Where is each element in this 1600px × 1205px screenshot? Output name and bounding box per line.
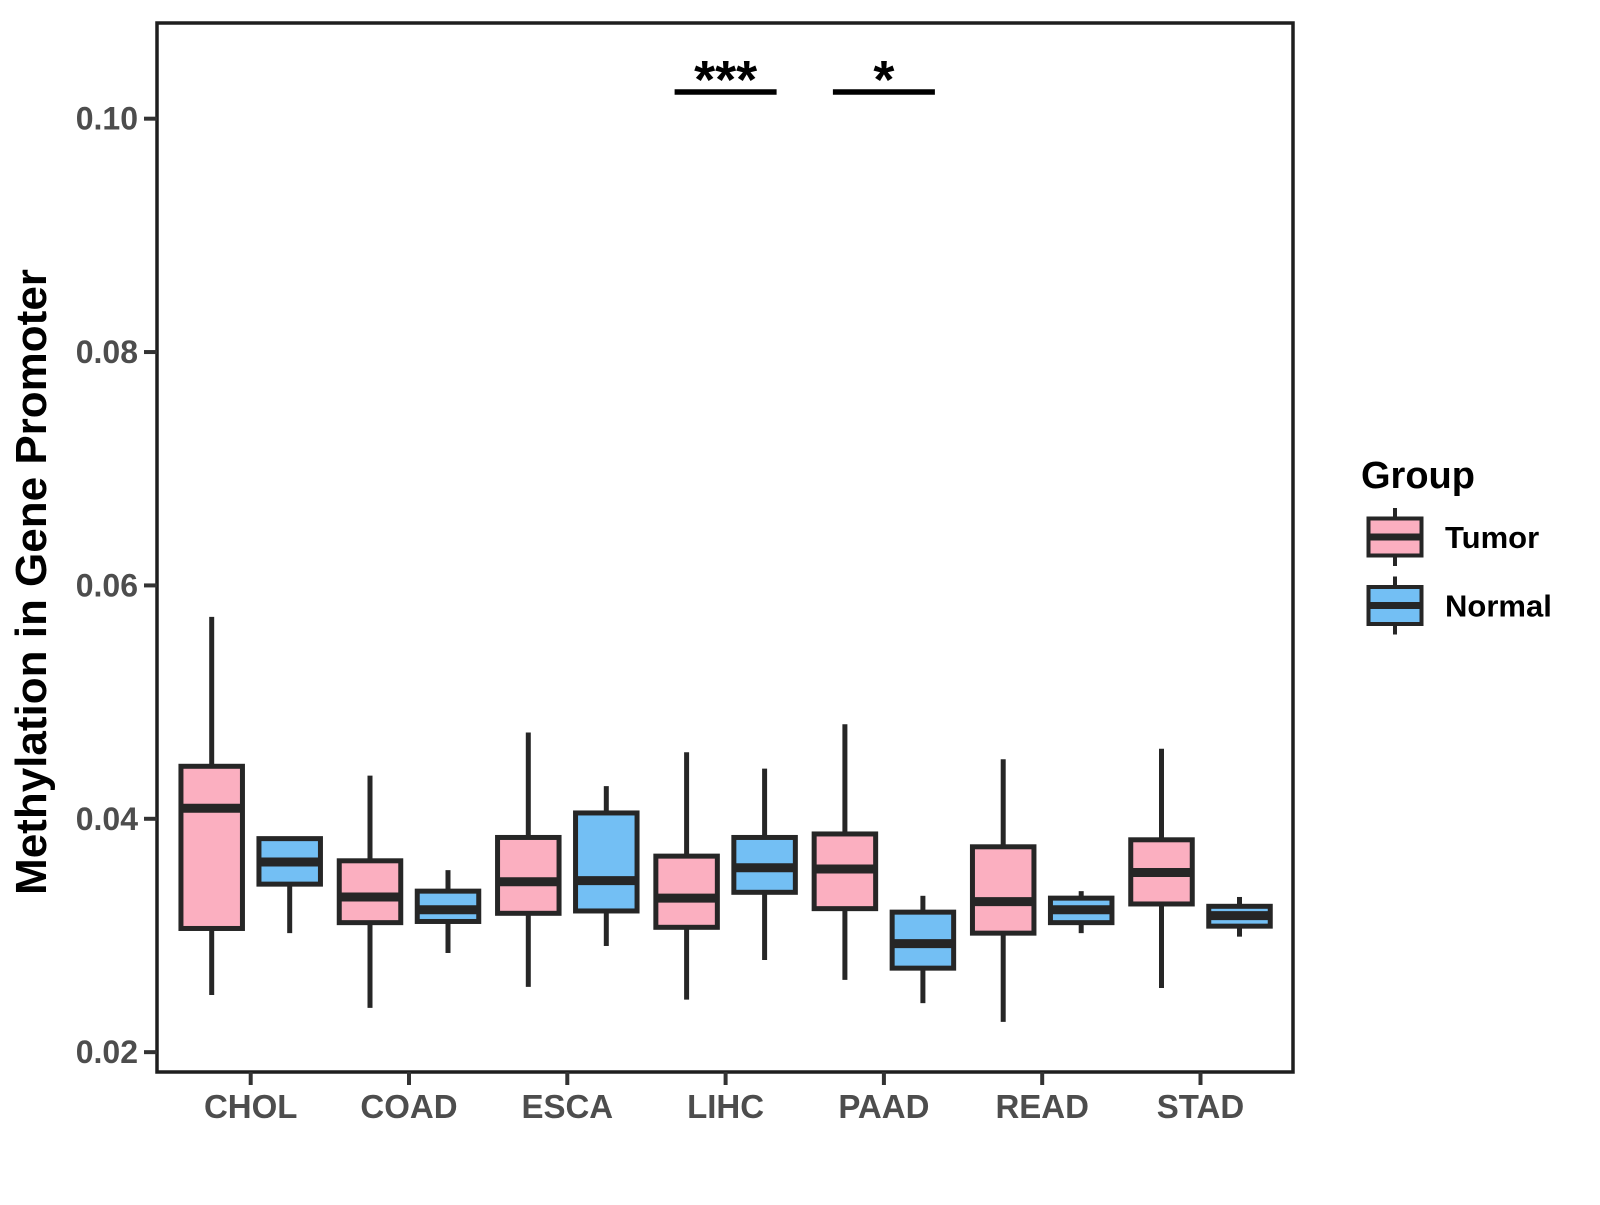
significance-stars-lihc: *** xyxy=(694,50,757,110)
y-tick-label: 0.06 xyxy=(76,567,138,603)
iqr-box xyxy=(336,858,404,926)
x-tick-label-paad: PAAD xyxy=(838,1088,929,1125)
box-chol-tumor xyxy=(178,616,245,995)
y-tick-label: 0.08 xyxy=(76,334,138,370)
x-tick-label-lihc: LIHC xyxy=(687,1088,764,1125)
box-chol-normal xyxy=(256,836,323,934)
legend-label-tumor: Tumor xyxy=(1445,520,1539,555)
y-tick-label: 0.10 xyxy=(76,101,138,137)
iqr-box xyxy=(495,834,562,916)
iqr-box xyxy=(969,844,1037,936)
legend-title: Group xyxy=(1361,455,1475,497)
significance-layer: *** * xyxy=(674,50,935,110)
significance-stars-paad: * xyxy=(873,50,894,110)
box-coad-tumor xyxy=(336,775,404,1008)
box-lihc-tumor xyxy=(653,752,720,1000)
box-lihc-normal xyxy=(731,768,798,960)
x-tick-label-esca: ESCA xyxy=(521,1088,613,1125)
x-tick-label-chol: CHOL xyxy=(204,1088,298,1125)
box-read-normal xyxy=(1047,891,1115,934)
legend-key-normal: Normal xyxy=(1366,576,1552,635)
box-esca-normal xyxy=(573,786,640,946)
y-axis: 0.02 0.04 0.06 0.08 0.10 xyxy=(76,101,157,1070)
box-read-tumor xyxy=(969,759,1037,1022)
box-stad-normal xyxy=(1206,896,1273,937)
box-stad-tumor xyxy=(1128,748,1195,988)
iqr-box xyxy=(573,810,640,914)
legend-key-tumor: Tumor xyxy=(1366,508,1539,566)
x-axis: CHOL COAD ESCA LIHC PAAD READ STAD xyxy=(204,1072,1244,1125)
box-paad-tumor xyxy=(811,724,879,980)
y-axis-title: Methylation in Gene Promoter xyxy=(7,269,56,895)
iqr-box xyxy=(178,763,245,931)
x-tick-label-stad: STAD xyxy=(1157,1088,1244,1125)
x-tick-label-coad: COAD xyxy=(360,1088,457,1125)
iqr-box xyxy=(653,853,720,930)
plot-panel xyxy=(155,21,1295,1074)
box-esca-tumor xyxy=(495,732,562,987)
box-coad-normal xyxy=(414,870,482,953)
box-paad-normal xyxy=(889,895,957,1004)
legend: Group Tumor Normal xyxy=(1361,455,1552,635)
boxes-layer xyxy=(178,616,1273,1022)
y-tick-label: 0.02 xyxy=(76,1034,138,1070)
y-tick-label: 0.04 xyxy=(76,801,138,837)
x-tick-label-read: READ xyxy=(995,1088,1089,1125)
legend-label-normal: Normal xyxy=(1445,589,1552,624)
